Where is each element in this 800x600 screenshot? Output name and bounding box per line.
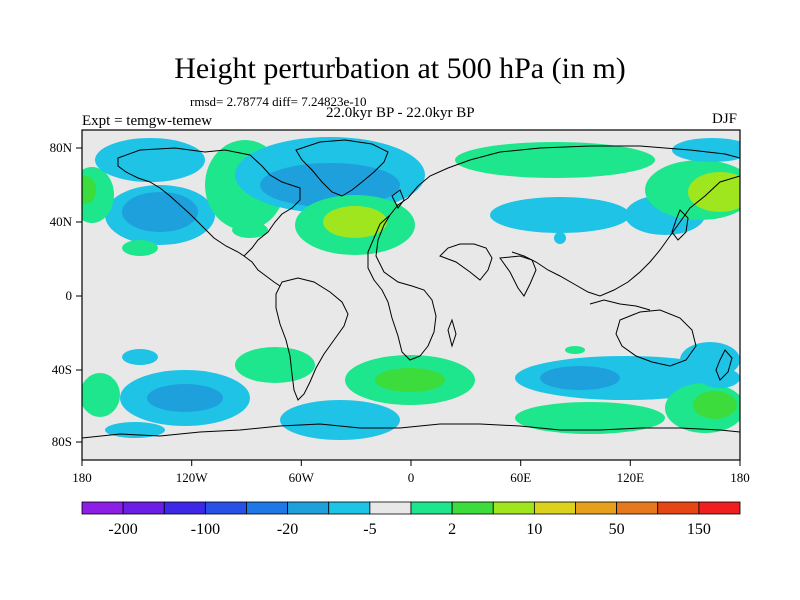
- lon-tick-180w: 180: [72, 470, 92, 485]
- lat-tick-labels: 80N 40N 0 40S 80S: [50, 140, 73, 449]
- colorbar-label: 150: [687, 521, 711, 538]
- anomaly-patch: [672, 138, 740, 162]
- anomaly-patch: [554, 232, 566, 244]
- indonesia-coast: [589, 299, 651, 311]
- colorbar-swatch: [616, 501, 659, 515]
- anomaly-patch: [323, 206, 387, 238]
- colorbar-swatch: [657, 501, 700, 515]
- lon-tick-180e: 180: [730, 470, 750, 485]
- lat-tick-80s: 80S: [52, 434, 72, 449]
- north-america-coast: [117, 147, 301, 257]
- season-label: DJF: [712, 111, 738, 127]
- africa-coast: [367, 214, 437, 361]
- asia-coast: [511, 175, 740, 297]
- anomaly-patch: [280, 400, 400, 440]
- colorbar-swatch: [533, 501, 576, 515]
- lon-tick-120e: 120E: [617, 470, 645, 485]
- colorbar-swatch: [163, 501, 206, 515]
- experiment-label: Expt = temgw-temew: [82, 113, 213, 129]
- colorbar-swatch: [246, 501, 289, 515]
- colorbar-label: -100: [191, 521, 220, 538]
- south-america-coast: [275, 277, 349, 401]
- anomaly-patch: [232, 222, 268, 238]
- contour-fields: [82, 137, 740, 440]
- anomaly-patch: [235, 347, 315, 383]
- colorbar-swatch: [369, 501, 412, 515]
- colorbar-swatch: [287, 501, 330, 515]
- madagascar-coast: [447, 318, 457, 348]
- new-zealand-coast: [715, 349, 733, 381]
- colorbar-label: 50: [609, 521, 625, 538]
- europe-coast: [389, 145, 740, 216]
- lon-tick-120w: 120W: [176, 470, 209, 485]
- anomaly-patch: [565, 346, 585, 354]
- anomaly-patch: [515, 402, 665, 434]
- anomaly-patch: [375, 368, 445, 392]
- lon-tick-labels: 180 120W 60W 0 60E 120E 180: [72, 470, 750, 485]
- coastlines: [82, 139, 740, 439]
- anomaly-patch: [122, 192, 198, 232]
- axis-ticks: [76, 147, 741, 466]
- anomaly-patch: [82, 176, 96, 204]
- lon-tick-0: 0: [408, 470, 415, 485]
- colorbar-swatch: [410, 501, 453, 515]
- colorbar-swatch: [122, 501, 165, 515]
- colorbar-swatch: [698, 501, 741, 515]
- lat-tick-40n: 40N: [50, 214, 73, 229]
- lon-tick-60w: 60W: [289, 470, 315, 485]
- anomaly-patch: [700, 368, 740, 388]
- lat-tick-0: 0: [66, 288, 73, 303]
- lat-tick-40s: 40S: [52, 362, 72, 377]
- anomaly-patch: [540, 366, 620, 390]
- anomaly-patch: [122, 240, 158, 256]
- colorbar-label: 2: [448, 521, 456, 538]
- colorbar-labels: -200 -100 -20 -5 2 10 50 150: [108, 521, 710, 538]
- anomaly-patch: [147, 384, 223, 412]
- colorbar-swatch: [328, 501, 371, 515]
- anomaly-patch: [490, 197, 630, 233]
- colorbar-swatch: [492, 501, 535, 515]
- colorbar-label: -20: [277, 521, 298, 538]
- india-coast: [499, 255, 537, 297]
- greenland-coast: [295, 139, 389, 197]
- stats-label: rmsd= 2.78774 diff= 7.24823e-10: [190, 94, 367, 109]
- colorbar-swatch: [204, 501, 247, 515]
- chart-title: Height perturbation at 500 hPa (in m): [174, 52, 626, 85]
- colorbar-swatch: [81, 501, 124, 515]
- colorbar-label: -200: [108, 521, 137, 538]
- colorbar-swatch: [575, 501, 618, 515]
- colorbar-label: 10: [526, 521, 542, 538]
- colorbar-label: -5: [363, 521, 376, 538]
- arabia-coast: [439, 243, 493, 281]
- period-label: 22.0kyr BP - 22.0kyr BP: [326, 105, 475, 121]
- antarctica-coast: [82, 423, 740, 439]
- lon-tick-60e: 60E: [510, 470, 531, 485]
- uk-coast: [391, 189, 405, 209]
- anomaly-patch: [693, 391, 737, 419]
- anomaly-patch: [82, 373, 120, 417]
- japan-coast: [671, 209, 689, 241]
- lat-tick-80n: 80N: [50, 140, 73, 155]
- australia-coast: [615, 309, 697, 367]
- anomaly-patch: [95, 138, 205, 182]
- colorbar-swatch: [451, 501, 494, 515]
- anomaly-patch: [688, 172, 740, 212]
- anomaly-patch: [122, 349, 158, 365]
- central-america-coast: [243, 255, 281, 287]
- colorbar-swatches: [81, 501, 741, 515]
